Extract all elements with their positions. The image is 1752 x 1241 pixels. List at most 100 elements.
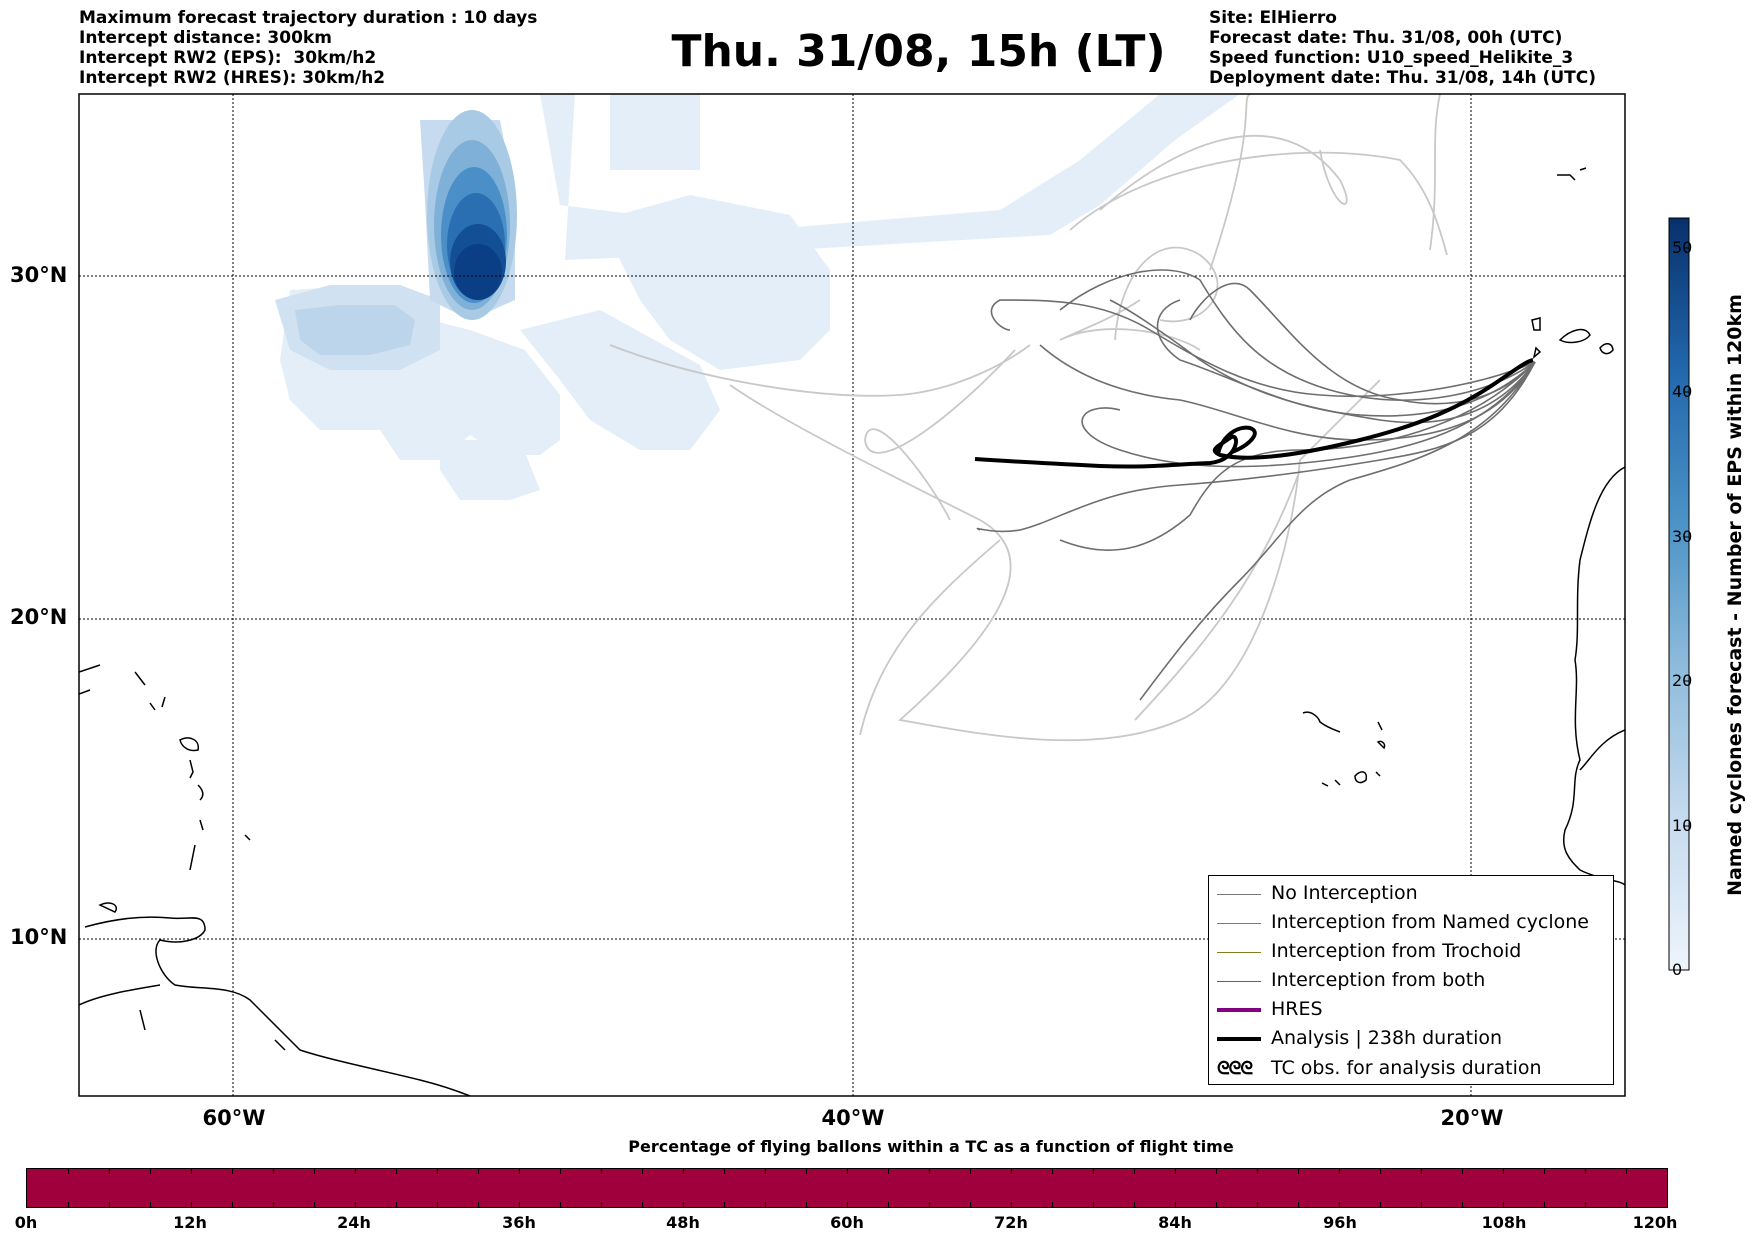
bottom-bar-minor-tick [1421, 1202, 1422, 1207]
header-left-info: Maximum forecast trajectory duration : 1… [79, 8, 537, 88]
bottom-bar-minor-tick [1257, 1169, 1258, 1174]
legend-label: Analysis | 238h duration [1271, 1027, 1503, 1049]
bottom-bar-minor-tick [1339, 1202, 1340, 1207]
bottom-bar-minor-tick [806, 1169, 807, 1174]
bottom-bar-minor-tick [683, 1169, 684, 1174]
colorbar-tick-label: 50 [1672, 238, 1693, 257]
bottom-bar-minor-tick [1380, 1169, 1381, 1174]
bottom-bar-minor-tick [1462, 1169, 1463, 1174]
bottom-bar-minor-tick [273, 1202, 274, 1207]
legend-item: HRES [1209, 998, 1613, 1024]
bottom-bar-minor-tick [1380, 1202, 1381, 1207]
bottom-bar-minor-tick [1052, 1169, 1053, 1174]
colorbar-tick-label: 10 [1672, 816, 1693, 835]
header-right-info: Site: ElHierro Forecast date: Thu. 31/08… [1209, 8, 1596, 88]
colorbar-tick-label: 0 [1672, 960, 1683, 979]
eps-density-field [275, 94, 1240, 500]
header-right-line: Forecast date: Thu. 31/08, 00h (UTC) [1209, 28, 1563, 48]
lon-label-40w: 40°W [821, 1106, 885, 1130]
analysis-track [974, 358, 1534, 469]
bottom-tick-label: 36h [502, 1213, 536, 1232]
analysis-loop [1216, 425, 1257, 456]
header-left-line: Maximum forecast trajectory duration : 1… [79, 8, 538, 28]
legend-label: No Interception [1271, 882, 1418, 904]
bottom-bar-minor-tick [396, 1169, 397, 1174]
bottom-bar-minor-tick [1134, 1202, 1135, 1207]
legend-swatch [1217, 1008, 1261, 1012]
map-frame [78, 93, 1626, 1097]
bottom-bar-minor-tick [1216, 1169, 1217, 1174]
bottom-bar-minor-tick [1585, 1202, 1586, 1207]
bottom-bar-minor-tick [970, 1202, 971, 1207]
colorbar-tick-label: 30 [1672, 527, 1693, 546]
bottom-tick-label: 48h [666, 1213, 700, 1232]
legend-item: No Interception [1209, 882, 1613, 908]
bottom-bar-minor-tick [1503, 1169, 1504, 1174]
bottom-tick-label: 96h [1323, 1213, 1357, 1232]
bottom-bar-minor-tick [642, 1202, 643, 1207]
legend-item: Interception from both [1209, 969, 1613, 995]
bottom-bar-minor-tick [478, 1169, 479, 1174]
bottom-bar-minor-tick [1298, 1169, 1299, 1174]
legend-label: HRES [1271, 998, 1323, 1020]
bottom-bar-minor-tick [232, 1202, 233, 1207]
bottom-bar-minor-tick [888, 1202, 889, 1207]
bottom-bar-minor-tick [765, 1169, 766, 1174]
graticule [79, 94, 1625, 1096]
legend-swatch [1217, 923, 1261, 924]
bottom-bar-minor-tick [1421, 1169, 1422, 1174]
bottom-bar-minor-tick [68, 1169, 69, 1174]
header-right-line: Speed function: U10_speed_Helikite_3 [1209, 48, 1574, 68]
map-area [79, 94, 1625, 1096]
bottom-bar-minor-tick [601, 1169, 602, 1174]
flight-time-bar [26, 1168, 1668, 1208]
bottom-bar-minor-tick [806, 1202, 807, 1207]
eps-trajectories-light [609, 94, 1448, 742]
bottom-tick-label: 84h [1158, 1213, 1192, 1232]
bottom-bar-minor-tick [1175, 1202, 1176, 1207]
bottom-bar-minor-tick [1298, 1202, 1299, 1207]
header-left-line: Intercept RW2 (HRES): 30km/h2 [79, 68, 386, 88]
bottom-bar-minor-tick [1216, 1202, 1217, 1207]
bottom-tick-label: 60h [830, 1213, 864, 1232]
bottom-bar-minor-tick [765, 1202, 766, 1207]
bottom-tick-label: 72h [994, 1213, 1028, 1232]
bottom-bar-minor-tick [847, 1169, 848, 1174]
bottom-bar-minor-tick [191, 1169, 192, 1174]
bottom-bar-minor-tick [1257, 1202, 1258, 1207]
legend-swatch [1217, 981, 1261, 982]
bottom-bar-minor-tick [519, 1202, 520, 1207]
bottom-bar-minor-tick [1134, 1169, 1135, 1174]
bottom-bar-minor-tick [1462, 1202, 1463, 1207]
header-left-line: Intercept distance: 300km [79, 28, 332, 48]
bottom-bar-minor-tick [150, 1169, 151, 1174]
bottom-tick-label: 120h [1632, 1213, 1678, 1232]
header-right-line: Deployment date: Thu. 31/08, 14h (UTC) [1209, 68, 1596, 88]
bottom-bar-minor-tick [847, 1202, 848, 1207]
legend-item: Interception from Trochoid [1209, 940, 1613, 966]
lon-label-20w: 20°W [1440, 1106, 1504, 1130]
bottom-bar-minor-tick [560, 1169, 561, 1174]
bottom-bar-minor-tick [1544, 1169, 1545, 1174]
lat-label-30n: 30°N [10, 263, 68, 287]
bottom-bar-minor-tick [1052, 1202, 1053, 1207]
bottom-bar-minor-tick [314, 1169, 315, 1174]
legend-swatch [1217, 952, 1261, 953]
bottom-bar-minor-tick [396, 1202, 397, 1207]
bottom-bar-title: Percentage of flying ballons within a TC… [628, 1137, 1234, 1156]
bottom-bar-minor-tick [109, 1202, 110, 1207]
colorbar-tick-label: 40 [1672, 382, 1693, 401]
bottom-tick-label: 108h [1481, 1213, 1527, 1232]
bottom-bar-minor-tick [1093, 1169, 1094, 1174]
bottom-bar-minor-tick [191, 1202, 192, 1207]
map-legend: No Interception Interception from Named … [1208, 875, 1614, 1085]
legend-label: Interception from Named cyclone [1271, 911, 1589, 933]
bottom-bar-minor-tick [478, 1202, 479, 1207]
legend-item: Analysis | 238h duration [1209, 1027, 1613, 1053]
bottom-tick-label: 12h [173, 1213, 207, 1232]
bottom-bar-minor-tick [1339, 1169, 1340, 1174]
bottom-bar-minor-tick [970, 1169, 971, 1174]
bottom-bar-minor-tick [1544, 1202, 1545, 1207]
density-colorbar [1668, 217, 1690, 971]
bottom-bar-minor-tick [724, 1169, 725, 1174]
